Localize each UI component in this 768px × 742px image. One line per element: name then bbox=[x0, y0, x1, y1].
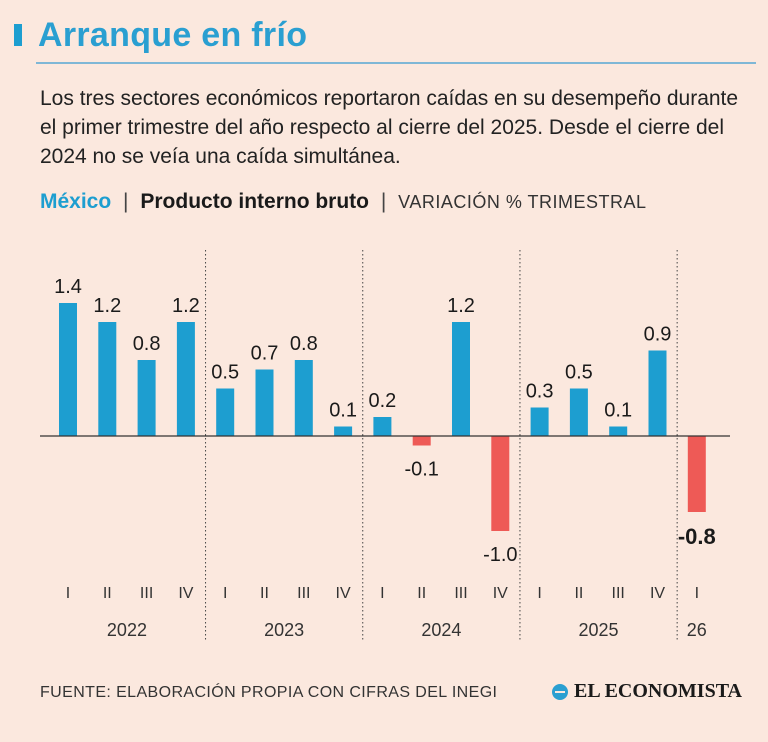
bar bbox=[176, 322, 195, 436]
quarter-tick-label: II bbox=[103, 585, 112, 602]
chart-subhead: México | Producto interno bruto | VARIAC… bbox=[40, 190, 647, 214]
bar bbox=[569, 388, 588, 436]
intro-text: Los tres sectores económicos reportaron … bbox=[40, 87, 739, 168]
quarter-tick-label: I bbox=[380, 585, 384, 602]
quarter-tick-label: IV bbox=[178, 585, 193, 602]
value-label: 0.7 bbox=[251, 343, 279, 365]
value-label: 0.8 bbox=[290, 333, 318, 355]
bar bbox=[412, 436, 431, 446]
quarter-tick-label: II bbox=[417, 585, 426, 602]
bar bbox=[687, 436, 706, 512]
quarter-tick-label: III bbox=[297, 585, 310, 602]
quarter-tick-label: I bbox=[537, 585, 541, 602]
brand-logo: EL ECONOMISTA bbox=[552, 680, 742, 703]
brand-mark-icon bbox=[552, 683, 568, 700]
bar bbox=[452, 322, 470, 436]
bar bbox=[137, 360, 156, 436]
bar bbox=[530, 407, 549, 436]
page-title: Arranque en frío bbox=[38, 16, 308, 54]
value-label: -0.8 bbox=[678, 524, 716, 549]
bar bbox=[648, 350, 667, 436]
subhead-separator: | bbox=[380, 190, 387, 213]
source-note: FUENTE: ELABORACIÓN PROPIA CON CIFRAS DE… bbox=[40, 684, 498, 701]
quarter-tick-label: I bbox=[695, 585, 699, 602]
title-divider bbox=[36, 62, 756, 64]
value-label: 0.5 bbox=[211, 362, 239, 384]
subhead-country: México bbox=[40, 190, 112, 213]
bar bbox=[294, 360, 313, 436]
quarter-tick-label: II bbox=[260, 585, 269, 602]
subhead-metric: Producto interno bruto bbox=[140, 190, 370, 213]
title-accent-bar bbox=[14, 24, 22, 46]
value-label: -1.0 bbox=[483, 544, 517, 566]
year-label: 2023 bbox=[264, 620, 304, 640]
value-label: 0.1 bbox=[604, 400, 632, 422]
quarter-tick-label: I bbox=[223, 585, 227, 602]
value-label: 0.2 bbox=[368, 390, 396, 412]
value-label: 1.2 bbox=[93, 295, 121, 317]
subhead-separator: | bbox=[123, 190, 129, 213]
bar bbox=[255, 369, 274, 436]
quarter-tick-label: IV bbox=[650, 585, 665, 602]
bar bbox=[609, 426, 628, 436]
quarter-tick-label: II bbox=[574, 585, 583, 602]
quarter-tick-label: IV bbox=[336, 585, 351, 602]
year-label: 2022 bbox=[107, 620, 147, 640]
value-label: 0.3 bbox=[526, 381, 554, 403]
value-label: 0.8 bbox=[133, 333, 161, 355]
quarter-tick-label: III bbox=[140, 585, 153, 602]
bar bbox=[334, 426, 353, 436]
quarter-tick-label: I bbox=[66, 585, 70, 602]
year-label: 2025 bbox=[579, 620, 619, 640]
bar bbox=[98, 322, 117, 436]
value-label: 0.5 bbox=[565, 362, 593, 384]
bar bbox=[59, 303, 77, 436]
value-label: 1.2 bbox=[172, 295, 200, 317]
bar bbox=[373, 417, 392, 436]
value-label: 1.4 bbox=[54, 276, 82, 298]
brand-name: EL ECONOMISTA bbox=[574, 680, 742, 702]
value-label: 0.1 bbox=[329, 400, 357, 422]
value-label: 0.9 bbox=[644, 324, 672, 346]
bar bbox=[491, 436, 510, 531]
year-label: 26 bbox=[687, 620, 707, 640]
quarter-tick-label: III bbox=[454, 585, 467, 602]
year-label: 2024 bbox=[421, 620, 461, 640]
subhead-unit: VARIACIÓN % TRIMESTRAL bbox=[398, 192, 647, 212]
bar bbox=[216, 388, 235, 436]
value-label: 1.2 bbox=[447, 295, 475, 317]
quarter-tick-label: IV bbox=[493, 585, 508, 602]
value-label: -0.1 bbox=[404, 459, 438, 481]
quarter-tick-label: III bbox=[612, 585, 625, 602]
